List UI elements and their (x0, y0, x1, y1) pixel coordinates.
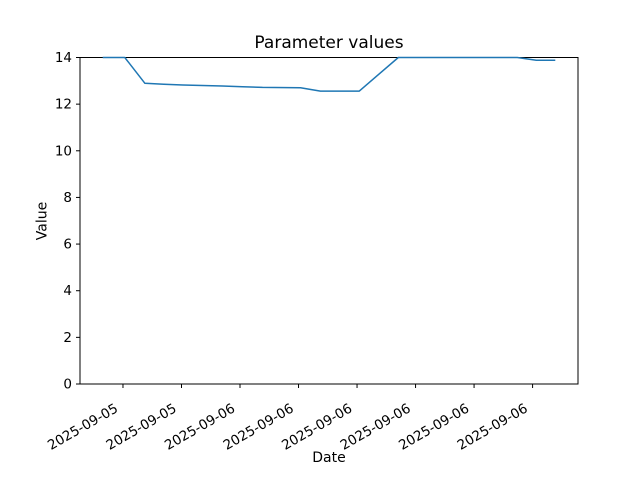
chart-title: Parameter values (254, 33, 403, 53)
data-line (102, 56, 556, 92)
y-tick-label: 4 (63, 283, 72, 299)
y-axis: 0 2 4 6 8 10 12 14 (55, 50, 80, 393)
y-tick-label: 14 (55, 50, 72, 66)
y-tick-label: 10 (55, 143, 72, 159)
y-tick-label: 12 (55, 97, 72, 113)
plot-area (80, 57, 578, 384)
y-tick-label: 8 (63, 190, 72, 206)
y-axis-label: Value (35, 202, 51, 240)
y-tick-label: 0 (63, 377, 72, 393)
y-tick-label: 6 (63, 237, 72, 253)
x-axis: 2025-09-052025-09-052025-09-062025-09-06… (45, 384, 534, 454)
y-tick-label: 2 (63, 330, 72, 346)
axes-frame (79, 57, 579, 385)
x-axis-label: Date (312, 450, 345, 466)
